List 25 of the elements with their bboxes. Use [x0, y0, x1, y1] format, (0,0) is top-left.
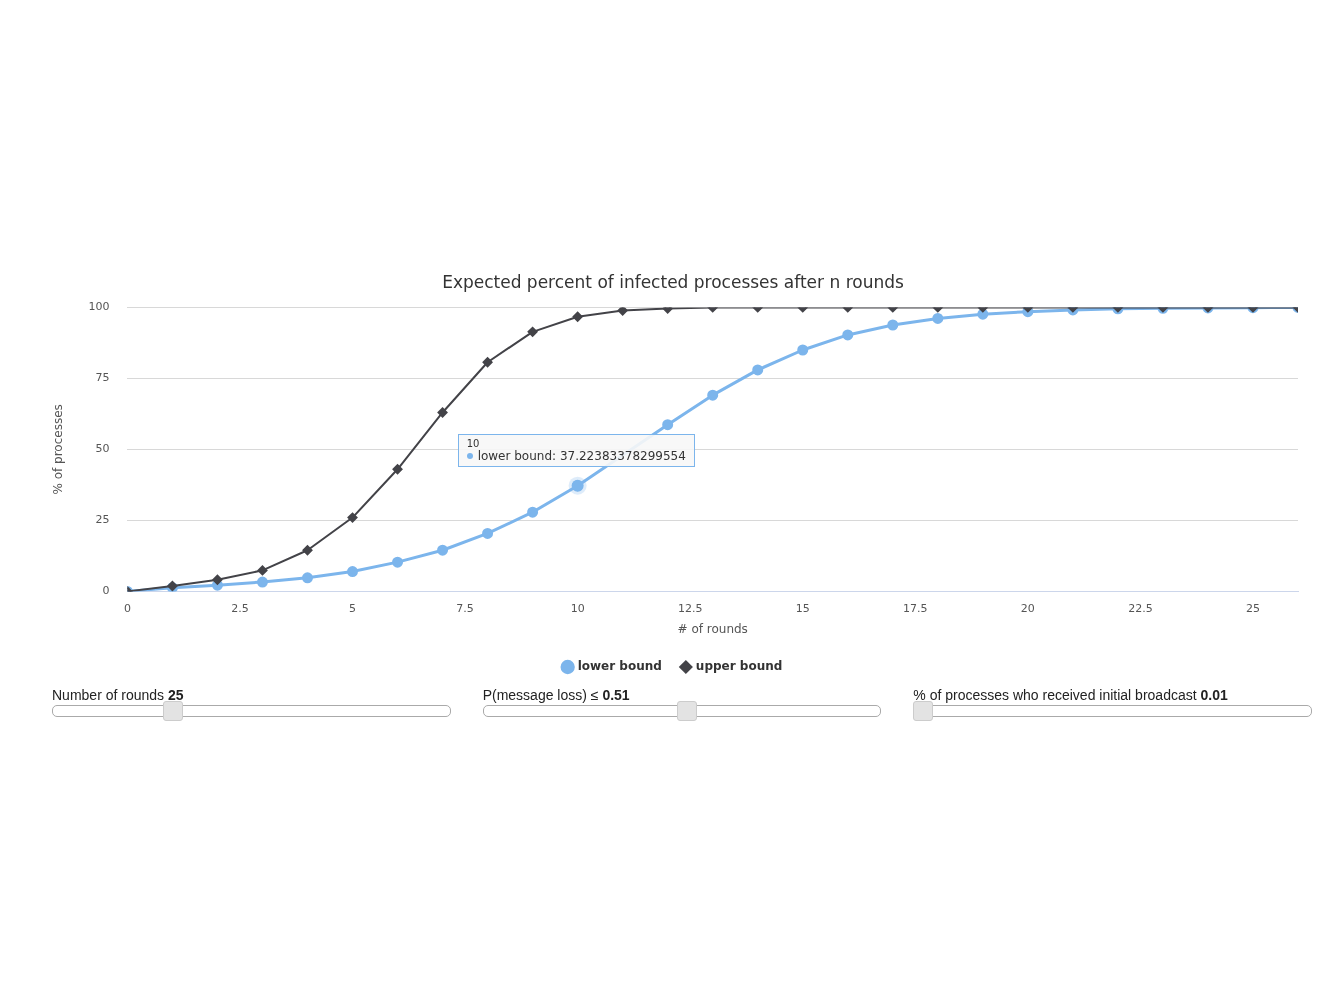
text: P(message loss) ≤ 0.51 [482, 687, 631, 703]
x-tick-label: 2.5 [231, 601, 249, 615]
x-tick-label: 20 [1020, 601, 1035, 615]
annotation: 10 lower bound: 37.22383378299554 [466, 437, 686, 463]
legend-label: lower bound [577, 659, 662, 674]
x-tick-label: 10 [570, 601, 585, 615]
y-tick-label: 50 [95, 442, 110, 456]
x-tick-label: 0 [123, 601, 131, 615]
y-tick-label: 75 [95, 371, 110, 385]
x-tick-label: 22.5 [1128, 601, 1153, 615]
x-tick-label: 7.5 [456, 601, 474, 615]
x-tick-label: 15 [795, 601, 810, 615]
x-tick-label: 5 [349, 601, 357, 615]
y-tick-label: 100 [88, 300, 110, 314]
y-tick-label: 0 [102, 584, 110, 598]
x-tick-label: 17.5 [903, 601, 928, 615]
x-tick-label: 12.5 [677, 601, 703, 615]
chart-title: Expected percent of infected processes after n rounds [442, 271, 904, 292]
x-axis-title: # of rounds [677, 621, 748, 636]
text: Number of rounds 25 [52, 687, 185, 703]
y-axis-title: % of processes [51, 404, 66, 495]
text: % of processes who received initial broadcast 0.01 [913, 687, 1229, 703]
x-tick-label: 25 [1245, 601, 1260, 615]
y-tick-label: 25 [95, 513, 110, 527]
legend-label: upper bound [695, 659, 783, 674]
